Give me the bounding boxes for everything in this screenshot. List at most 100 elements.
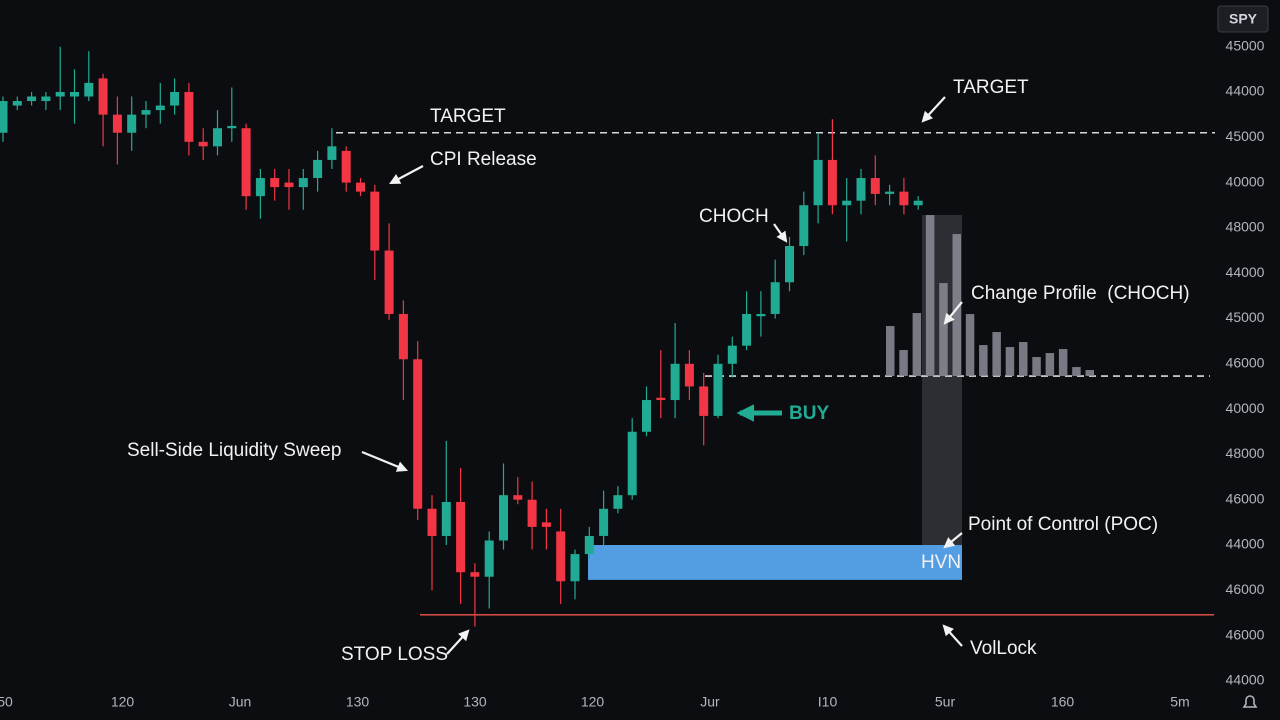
volume-bar [1058,349,1068,377]
candle-body [570,554,580,582]
arrow [921,96,946,123]
volume-bar [886,326,895,377]
candle-body [870,178,880,194]
x-tick-label: Jun [229,694,252,710]
volume-bar [1085,370,1094,377]
arrow [773,223,788,243]
candle-body [84,82,94,97]
x-tick-label: Jur [700,694,720,710]
arrow [943,532,963,549]
candle-body [827,159,837,206]
y-tick-label: 45000 [1226,309,1265,325]
candle-body [27,96,37,102]
y-tick-label: 44000 [1226,536,1265,552]
candle-body [456,501,466,573]
y-tick-label: 45000 [1226,128,1265,144]
candle-body [213,128,222,147]
x-tick-label: 130 [463,694,487,710]
candle-body [699,386,709,416]
x-tick-label: 160 [1051,694,1075,710]
candle-body [227,125,237,129]
candle-body [170,91,180,106]
x-tick-label: 130 [346,694,370,710]
candle-body [770,282,780,314]
volume-bar [939,283,948,377]
candle-body [112,114,122,133]
y-tick-label: 44000 [1226,672,1265,688]
candle-body [284,182,294,188]
candle-body [127,114,137,133]
candle-body [298,178,308,188]
volume-bar [925,215,935,377]
candle-body [684,363,694,387]
candle-body [785,246,794,283]
bell[interactable] [1242,695,1258,708]
candle-body [799,205,809,247]
x-tick-label: 5ur [935,694,956,710]
volume-bar [912,313,922,377]
y-tick-label: 40000 [1226,173,1265,189]
candle-body [12,101,22,106]
candle-body [55,91,65,97]
candle-body [370,191,380,251]
hvn-zone [588,545,962,580]
candle-body [642,400,651,432]
candle-body [527,499,537,527]
candle-body [484,540,494,577]
x-tick-label: 50 [0,694,13,710]
candle-body [727,345,737,364]
arrow [361,450,409,472]
candle-body [98,78,108,115]
candle-body [613,495,623,509]
symbol[interactable]: SPY [1229,11,1258,27]
y-tick-label: 44000 [1226,264,1265,280]
candle-body [356,182,365,192]
annotation: STOP LOSS [341,644,448,665]
y-tick-label: 46000 [1226,626,1265,642]
volume-bar [1072,367,1081,377]
y-tick-label: 46000 [1226,490,1265,506]
candle-body [141,110,151,115]
annotation: Point of Control (POC) [968,514,1158,535]
candle-body [398,313,408,360]
candle-body [856,178,866,201]
bell-icon[interactable] [1242,695,1258,708]
annotation: Change Profile (CHOCH) [971,283,1190,304]
candle-body [270,178,280,188]
candle-body [742,313,752,346]
y-tick-label: 48000 [1226,445,1265,461]
candle-body [899,191,909,206]
x-tick-label: I10 [818,694,838,710]
candle-body [198,141,208,147]
annotation: TARGET [430,106,506,127]
candle-body [556,531,566,582]
volume-bar [1032,357,1041,377]
candle-body [913,200,923,206]
candle-body [255,178,265,197]
candle-body [413,359,423,509]
annotation: VolLock [970,638,1037,659]
symbol-box[interactable] [1217,5,1269,33]
candle-body [513,495,523,500]
volume-bar [899,350,908,377]
arrow [943,301,963,325]
y-tick-label: 40000 [1226,400,1265,416]
annotation: HVN [921,552,961,573]
y-tick-label: 48000 [1226,219,1265,235]
annotation: CPI Release [430,149,537,170]
candle-body [756,313,766,317]
candle-body [313,159,323,179]
candle-body [656,397,666,401]
candle-body [241,128,251,197]
y-tick-label: 46000 [1226,581,1265,597]
candle-body [341,150,351,183]
x-tick-label: 5m [1170,694,1189,710]
annotation: Sell-Side Liquidity Sweep [127,440,341,461]
volume-bar [1005,347,1015,377]
candle-body [885,191,895,194]
volume-bar [965,314,975,377]
x-tick-label: 120 [111,694,135,710]
candle-body [41,96,51,102]
candle-body [599,508,609,536]
